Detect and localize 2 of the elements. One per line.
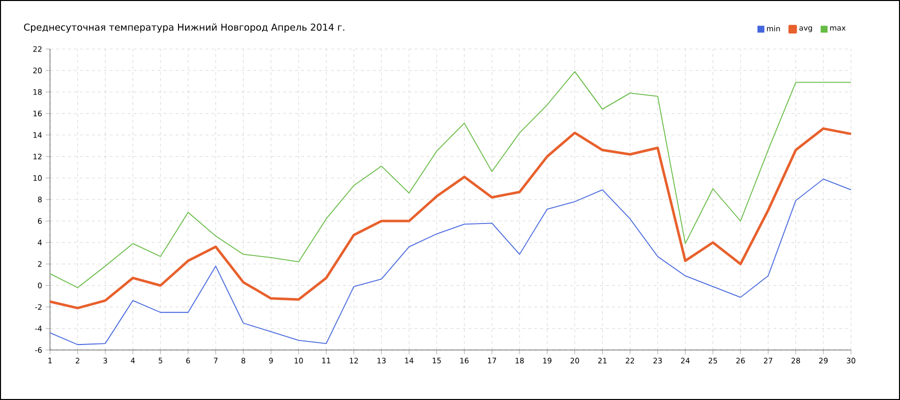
chart-title: Среднесуточная температура Нижний Новгород Апрель 2014 г. <box>24 23 344 33</box>
line-series <box>48 127 852 310</box>
